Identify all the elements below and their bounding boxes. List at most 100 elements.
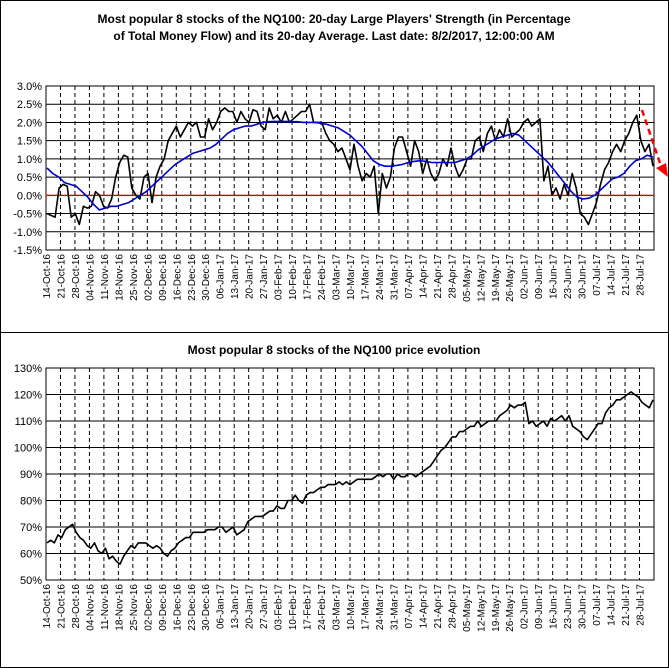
- bot-x-tick-label: 21-Jul-17: [621, 584, 632, 626]
- top-x-tick-label: 14-Jul-17: [607, 254, 618, 296]
- bot-x-tick-label: 07-Apr-17: [404, 584, 415, 629]
- top-x-tick-label: 13-Jan-17: [230, 254, 241, 299]
- bot-x-tick-label: 14-Jul-17: [607, 584, 618, 626]
- bot-x-tick-label: 02-Jun-17: [520, 584, 531, 629]
- bot-x-tick-label: 19-May-17: [491, 584, 502, 632]
- bot-x-tick-label: 10-Feb-17: [288, 584, 299, 631]
- top-x-tick-label: 04-Nov-16: [85, 254, 96, 301]
- bot-x-tick-label: 20-Jan-17: [245, 584, 256, 629]
- top-y-tick-label: 2.5%: [17, 99, 42, 111]
- top-y-tick-label: 2.0%: [17, 117, 42, 129]
- top-y-tick-label: 1.5%: [17, 136, 42, 148]
- bot-x-tick-label: 16-Jun-17: [549, 584, 560, 629]
- bot-x-tick-label: 02-Dec-16: [143, 584, 154, 631]
- top-x-tick-label: 09-Jun-17: [534, 254, 545, 299]
- top-x-tick-label: 27-Jan-17: [259, 254, 270, 299]
- bot-x-tick-label: 05-May-17: [462, 584, 473, 632]
- downtrend-arrow-shaft: [640, 109, 664, 170]
- top-x-tick-label: 07-Apr-17: [404, 254, 415, 299]
- top-x-tick-label: 10-Feb-17: [288, 254, 299, 301]
- top-x-tick-label: 09-Dec-16: [158, 254, 169, 301]
- top-series-line-2: [46, 120, 654, 211]
- top-x-tick-label: 05-May-17: [462, 254, 473, 302]
- strength-chart-title-line2: of Total Money Flow) and its 20-day Aver…: [113, 29, 554, 43]
- top-x-tick-label: 12-May-17: [476, 254, 487, 302]
- top-x-tick-label: 24-Mar-17: [375, 254, 386, 301]
- top-x-tick-label: 31-Mar-17: [389, 254, 400, 301]
- bot-x-tick-label: 06-Jan-17: [216, 584, 227, 629]
- bot-x-tick-label: 17-Feb-17: [303, 584, 314, 631]
- top-y-tick-label: -0.5%: [13, 209, 42, 221]
- bot-x-tick-label: 10-Mar-17: [346, 584, 357, 631]
- top-x-tick-label: 16-Jun-17: [549, 254, 560, 299]
- top-x-tick-label: 14-Oct-16: [42, 254, 53, 299]
- top-y-tick-label: 0.5%: [17, 172, 42, 184]
- top-x-tick-label: 20-Jan-17: [245, 254, 256, 299]
- top-x-tick-label: 02-Jun-17: [520, 254, 531, 299]
- bot-x-tick-label: 14-Oct-16: [42, 584, 53, 629]
- top-x-tick-label: 30-Jun-17: [578, 254, 589, 299]
- bot-x-tick-label: 23-Jun-17: [563, 584, 574, 629]
- bot-x-tick-label: 12-May-17: [476, 584, 487, 632]
- top-x-tick-label: 11-Nov-16: [100, 254, 111, 300]
- top-x-tick-label: 21-Oct-16: [56, 254, 67, 299]
- bot-x-tick-label: 23-Dec-16: [187, 584, 198, 631]
- top-x-tick-label: 23-Jun-17: [563, 254, 574, 299]
- bot-x-tick-label: 03-Mar-17: [332, 584, 343, 631]
- bot-x-tick-label: 03-Feb-17: [274, 584, 285, 631]
- bot-x-tick-label: 30-Jun-17: [578, 584, 589, 629]
- bot-x-tick-label: 24-Feb-17: [317, 584, 328, 631]
- top-x-tick-label: 14-Apr-17: [418, 254, 429, 299]
- top-x-tick-label: 17-Feb-17: [303, 254, 314, 301]
- bot-y-tick-label: 130%: [14, 363, 42, 375]
- downtrend-arrow: [640, 109, 668, 177]
- price-chart: Most popular 8 stocks of the NQ100 price…: [14, 343, 655, 632]
- bot-x-tick-label: 31-Mar-17: [389, 584, 400, 631]
- strength-chart-title-line1: Most popular 8 stocks of the NQ100: 20-d…: [98, 12, 571, 26]
- top-x-tick-label: 28-Apr-17: [447, 254, 458, 299]
- bot-x-tick-label: 18-Nov-16: [114, 584, 125, 631]
- bot-y-tick-label: 120%: [14, 390, 42, 402]
- top-x-tick-label: 24-Feb-17: [317, 254, 328, 301]
- top-x-tick-label: 21-Jul-17: [621, 254, 632, 296]
- top-y-tick-label: 0.0%: [17, 190, 42, 202]
- bot-y-tick-label: 100%: [14, 443, 42, 455]
- top-y-tick-label: 1.0%: [17, 154, 42, 166]
- top-x-tick-label: 30-Dec-16: [201, 254, 212, 301]
- top-x-tick-label: 07-Jul-17: [592, 254, 603, 296]
- bot-x-tick-label: 28-Oct-16: [71, 584, 82, 629]
- bot-x-tick-label: 09-Jun-17: [534, 584, 545, 629]
- bot-x-tick-label: 16-Dec-16: [172, 584, 183, 631]
- top-y-tick-label: -1.5%: [13, 245, 42, 257]
- top-series-line-1: [46, 103, 654, 226]
- price-chart-title: Most popular 8 stocks of the NQ100 price…: [188, 343, 481, 357]
- bot-y-tick-label: 90%: [20, 469, 42, 481]
- top-x-tick-label: 19-May-17: [491, 254, 502, 302]
- top-x-tick-label: 02-Dec-16: [143, 254, 154, 301]
- bot-y-tick-label: 70%: [20, 522, 42, 534]
- bot-x-tick-label: 09-Dec-16: [158, 584, 169, 631]
- top-x-tick-label: 18-Nov-16: [114, 254, 125, 301]
- bot-series-line-1: [46, 391, 654, 565]
- top-y-tick-label: 3.0%: [17, 81, 42, 93]
- bot-x-tick-label: 28-Jul-17: [636, 584, 647, 626]
- bot-x-tick-label: 24-Mar-17: [375, 584, 386, 631]
- bot-x-tick-label: 27-Jan-17: [259, 584, 270, 629]
- bot-y-tick-label: 110%: [15, 416, 43, 428]
- top-x-tick-label: 06-Jan-17: [216, 254, 227, 299]
- bot-x-tick-label: 14-Apr-17: [418, 584, 429, 629]
- bot-y-tick-label: 80%: [20, 496, 42, 508]
- top-x-tick-label: 17-Mar-17: [360, 254, 371, 301]
- bot-x-tick-label: 13-Jan-17: [230, 584, 241, 629]
- top-x-tick-label: 28-Oct-16: [71, 254, 82, 299]
- bot-x-tick-label: 07-Jul-17: [592, 584, 603, 626]
- top-x-tick-label: 25-Nov-16: [129, 254, 140, 301]
- bot-x-tick-label: 21-Oct-16: [56, 584, 67, 629]
- top-y-tick-label: -1.0%: [13, 227, 42, 239]
- top-x-tick-label: 16-Dec-16: [172, 254, 183, 301]
- bot-y-tick-label: 60%: [20, 549, 42, 561]
- bot-x-tick-label: 28-Apr-17: [447, 584, 458, 629]
- top-x-tick-label: 21-Apr-17: [433, 254, 444, 299]
- top-x-tick-label: 26-May-17: [505, 254, 516, 302]
